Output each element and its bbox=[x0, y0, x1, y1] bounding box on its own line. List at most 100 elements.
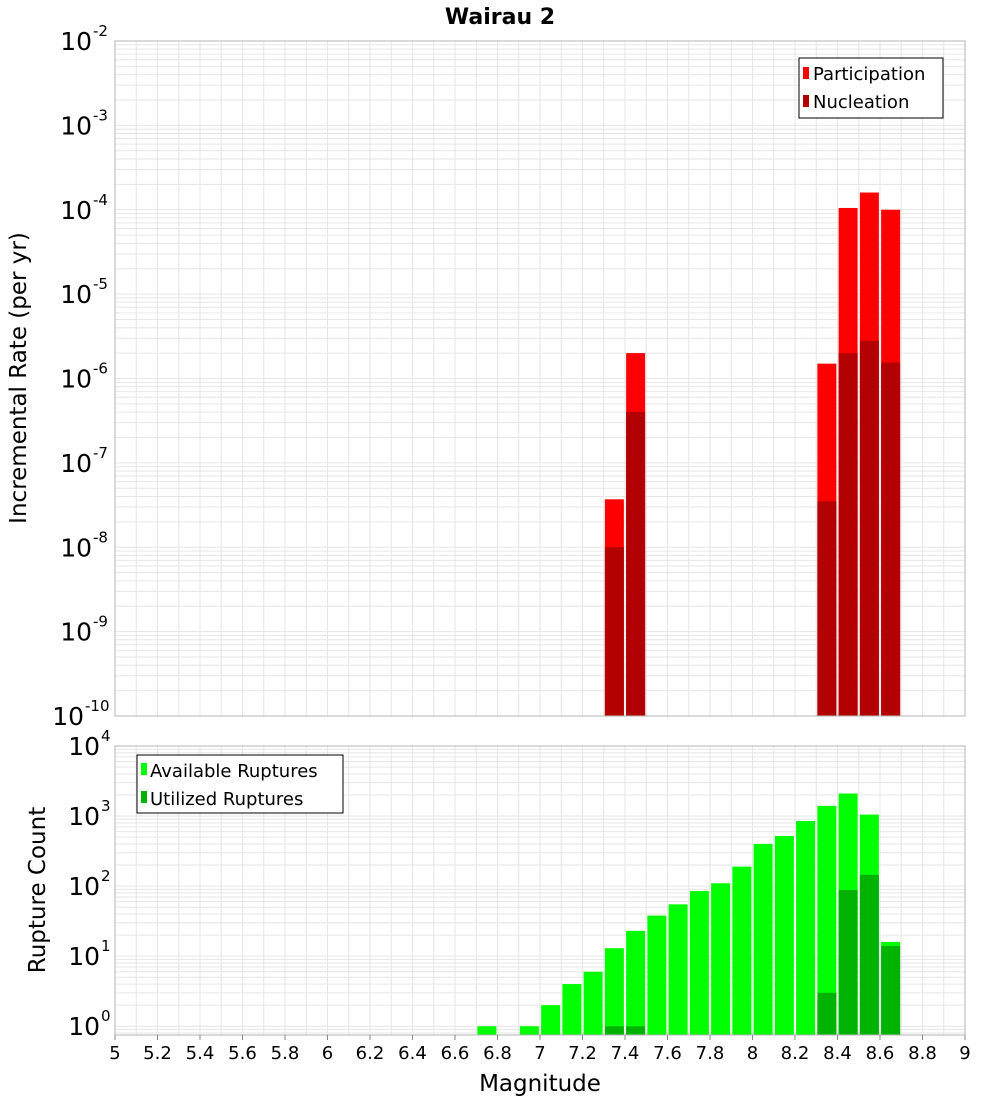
x-tick-label: 8.4 bbox=[823, 1043, 852, 1064]
x-tick-label: 5.4 bbox=[186, 1043, 215, 1064]
x-tick-label: 6.4 bbox=[398, 1043, 427, 1064]
available-bar bbox=[562, 984, 582, 1035]
count-y-tick-exponent: 0 bbox=[101, 1007, 111, 1025]
available-bar bbox=[711, 883, 731, 1035]
rate-y-tick-base: 10 bbox=[60, 196, 92, 225]
available-bar bbox=[689, 891, 709, 1035]
available-legend-swatch bbox=[141, 763, 147, 775]
nucleation-bar bbox=[817, 501, 837, 716]
available-bar bbox=[541, 1005, 561, 1035]
x-tick-label: 7.2 bbox=[568, 1043, 597, 1064]
count-legend-box bbox=[136, 754, 344, 814]
rate-y-tick-base: 10 bbox=[60, 449, 92, 478]
count-y-tick-base: 10 bbox=[68, 942, 100, 971]
available-bar bbox=[753, 843, 773, 1035]
nucleation-bar bbox=[626, 412, 646, 716]
utilized-bar bbox=[838, 890, 858, 1035]
x-ticks: 5 5.2 5.4 5.6 5.8 6 6.2 6.4 6.6 6.8 7 7.2 7.4 7.6 7.8 8… bbox=[109, 1035, 971, 1064]
rate-y-tick-exponent: -3 bbox=[93, 106, 108, 124]
nucleation-legend-swatch bbox=[803, 95, 809, 107]
x-tick-label: 7.4 bbox=[611, 1043, 640, 1064]
rate-y-tick-exponent: -4 bbox=[93, 191, 108, 209]
rate-y-tick-exponent: -10 bbox=[85, 697, 110, 715]
rate-y-tick-exponent: -2 bbox=[93, 22, 108, 40]
rate-y-tick-exponent: -6 bbox=[93, 360, 108, 378]
available-bar bbox=[626, 930, 646, 1035]
count-y-tick-exponent: 4 bbox=[101, 727, 111, 745]
rate-y-tick-base: 10 bbox=[60, 27, 92, 56]
x-tick-label: 8.6 bbox=[866, 1043, 895, 1064]
available-bar bbox=[604, 948, 624, 1035]
x-axis-label: Magnitude bbox=[479, 1071, 601, 1097]
x-tick-label: 7 bbox=[534, 1043, 545, 1064]
x-tick-label: 5.8 bbox=[271, 1043, 300, 1064]
count-bars bbox=[477, 793, 901, 1035]
rate-y-axis-label: Incremental Rate (per yr) bbox=[6, 232, 32, 524]
x-tick-label: 8.2 bbox=[781, 1043, 810, 1064]
x-tick-label: 5.6 bbox=[228, 1043, 257, 1064]
x-tick-label: 6.8 bbox=[483, 1043, 512, 1064]
rate-y-tick-exponent: -5 bbox=[93, 275, 108, 293]
available-bar bbox=[477, 1026, 497, 1035]
rate-y-tick-exponent: -8 bbox=[93, 528, 108, 546]
rate-y-tick-base: 10 bbox=[60, 111, 92, 140]
nucleation-legend-label: Nucleation bbox=[813, 92, 909, 113]
rate-y-tick-base: 10 bbox=[52, 702, 84, 731]
available-bar bbox=[668, 904, 688, 1035]
x-tick-label: 8.8 bbox=[908, 1043, 937, 1064]
x-tick-label: 6.6 bbox=[441, 1043, 470, 1064]
count-y-axis-label: Rupture Count bbox=[25, 807, 51, 973]
x-tick-label: 8 bbox=[747, 1043, 758, 1064]
available-legend-label: Available Ruptures bbox=[150, 761, 318, 782]
count-legend: Available Ruptures Utilized Ruptures bbox=[136, 754, 344, 814]
rate-chart: 10-210-310-410-510-610-710-810-910-10 In… bbox=[6, 22, 966, 731]
available-bar bbox=[817, 805, 837, 1035]
rate-y-tick-base: 10 bbox=[60, 365, 92, 394]
available-bar bbox=[774, 835, 794, 1035]
count-y-tick-exponent: 3 bbox=[101, 797, 111, 815]
count-y-tick-base: 10 bbox=[68, 732, 100, 761]
utilized-bar bbox=[859, 874, 879, 1035]
available-bar bbox=[519, 1026, 539, 1035]
rate-grid bbox=[114, 41, 966, 717]
nucleation-bar bbox=[859, 340, 879, 716]
participation-legend-swatch bbox=[803, 67, 809, 79]
rate-y-ticks: 10-210-310-410-510-610-710-810-910-10 bbox=[52, 22, 109, 731]
available-bar bbox=[796, 821, 816, 1035]
utilized-bar bbox=[626, 1026, 646, 1035]
x-tick-label: 5.2 bbox=[143, 1043, 172, 1064]
count-y-tick-exponent: 1 bbox=[101, 937, 111, 955]
x-tick-label: 6 bbox=[322, 1043, 333, 1064]
available-bar bbox=[732, 866, 752, 1035]
nucleation-bar bbox=[838, 353, 858, 716]
available-bar bbox=[583, 971, 603, 1035]
utilized-bar bbox=[604, 1026, 624, 1035]
chart-title: Wairau 2 bbox=[445, 5, 555, 30]
count-y-tick-base: 10 bbox=[68, 802, 100, 831]
x-tick-label: 9 bbox=[959, 1043, 970, 1064]
rate-legend-box bbox=[798, 57, 944, 119]
nucleation-bar bbox=[604, 547, 624, 716]
rate-bars bbox=[604, 192, 901, 717]
x-tick-label: 5 bbox=[109, 1043, 120, 1064]
nucleation-bar bbox=[881, 362, 901, 716]
rate-y-tick-exponent: -7 bbox=[93, 444, 108, 462]
rate-y-tick-base: 10 bbox=[60, 533, 92, 562]
rate-y-tick-exponent: -9 bbox=[93, 613, 108, 631]
utilized-legend-label: Utilized Ruptures bbox=[150, 789, 303, 810]
utilized-bar bbox=[881, 945, 901, 1035]
x-tick-label: 6.2 bbox=[356, 1043, 385, 1064]
utilized-legend-swatch bbox=[141, 791, 147, 803]
rate-y-tick-base: 10 bbox=[60, 280, 92, 309]
rate-plot-frame bbox=[114, 40, 966, 717]
count-y-tick-base: 10 bbox=[68, 1012, 100, 1041]
x-tick-label: 7.8 bbox=[696, 1043, 725, 1064]
count-y-tick-base: 10 bbox=[68, 872, 100, 901]
available-bar bbox=[647, 915, 667, 1035]
x-tick-label: 7.6 bbox=[653, 1043, 682, 1064]
utilized-bar bbox=[817, 992, 837, 1035]
participation-legend-label: Participation bbox=[813, 64, 925, 85]
